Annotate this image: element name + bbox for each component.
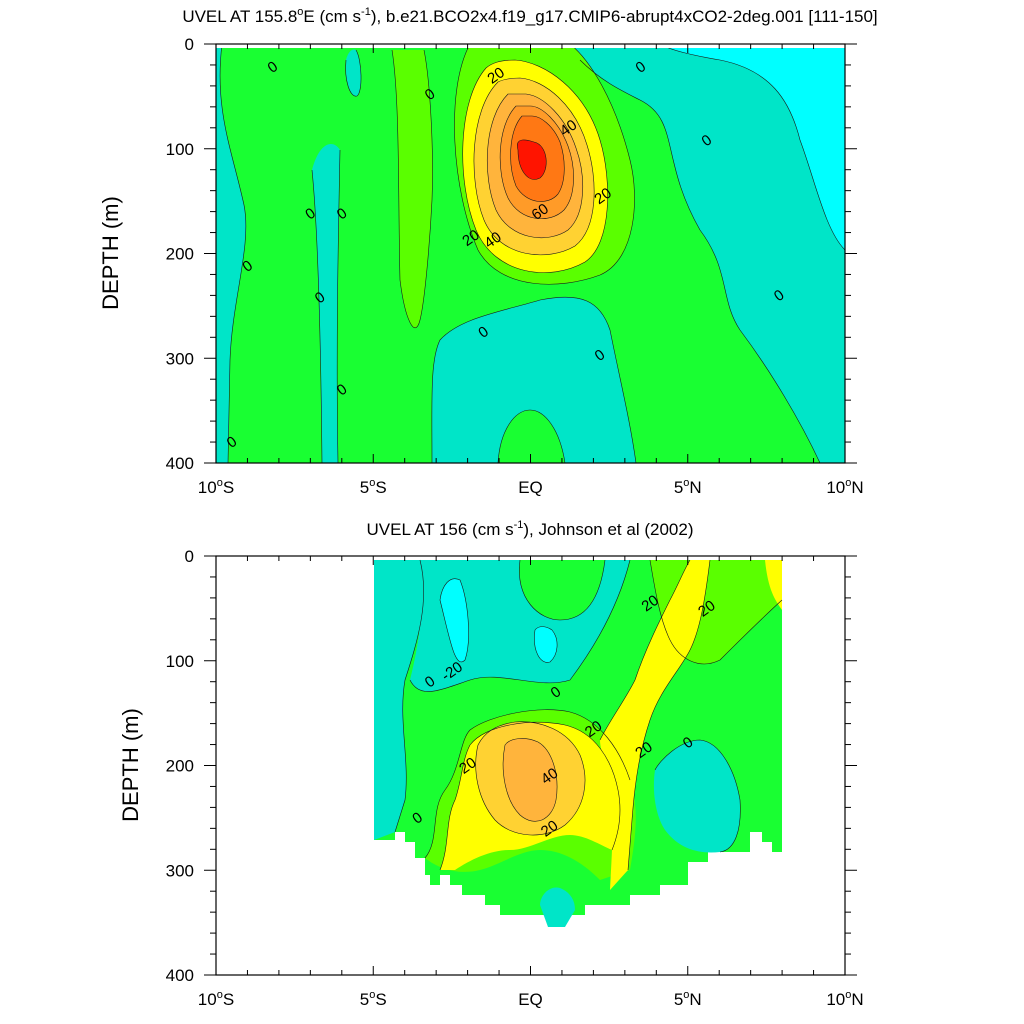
bottom-xtick-label-0: 10oS	[198, 989, 234, 1009]
top-xtick-label-1: 5oS	[360, 477, 387, 497]
bottom-ticks: 10oS 5oS EQ 5oN 10oN 0 100 200 300 400	[166, 547, 864, 1009]
top-ytick-label-1: 100	[166, 140, 194, 159]
top-xtick-label-3: 5oN	[674, 477, 702, 497]
top-fill-west-neg	[216, 44, 246, 463]
bottom-contour-field	[374, 559, 783, 927]
bottom-ytick-label-0: 0	[185, 547, 194, 566]
top-contour-label-13: 20	[484, 64, 507, 87]
top-ylabel: DEPTH (m)	[98, 196, 123, 310]
top-xtick-label-2: EQ	[518, 478, 543, 497]
top-xtick-label-0: 10oS	[198, 477, 234, 497]
top-ytick-label-0: 0	[185, 35, 194, 54]
top-ytick-label-4: 400	[166, 454, 194, 473]
bottom-contour-label-9: 40	[538, 765, 561, 788]
bottom-contour-label-5: 20	[582, 717, 605, 740]
top-contour-field	[216, 44, 845, 463]
bottom-ytick-label-2: 200	[166, 757, 194, 776]
bottom-fill-patches	[374, 560, 782, 927]
bottom-xtick-label-2: EQ	[518, 990, 543, 1009]
top-contour-label-17: 40	[481, 229, 504, 252]
bottom-xtick-label-1: 5oS	[360, 989, 387, 1009]
top-contour-label-15: 20	[591, 185, 614, 208]
top-fill-east-strong	[660, 44, 845, 250]
bottom-contour-label-0: 20	[639, 592, 662, 615]
top-contour-label-16: 60	[529, 200, 552, 223]
bottom-title: UVEL AT 156 (cm s-1), Johnson et al (200…	[367, 519, 694, 539]
bottom-contour-label-6: 20	[632, 738, 655, 761]
bottom-ylabel: DEPTH (m)	[118, 708, 143, 822]
top-title: UVEL AT 155.8oE (cm s-1), b.e21.BCO2x4.f…	[182, 6, 877, 26]
top-panel: UVEL AT 155.8oE (cm s-1), b.e21.BCO2x4.f…	[98, 6, 878, 497]
bottom-contour-label-1: 20	[695, 597, 718, 620]
top-fill-west-top	[345, 49, 362, 97]
bottom-xtick-label-4: 10oN	[826, 989, 863, 1009]
bottom-ytick-label-3: 300	[166, 861, 194, 880]
top-fill-deep-neg	[431, 297, 636, 463]
top-fill-mid-strip	[392, 50, 433, 328]
top-fill-70	[517, 139, 547, 180]
bottom-panel: UVEL AT 156 (cm s-1), Johnson et al (200…	[118, 519, 864, 1009]
top-ytick-label-3: 300	[166, 349, 194, 368]
top-fill-deep-pos	[498, 410, 565, 463]
top-contour-label-14: 40	[557, 116, 580, 139]
bottom-xtick-label-3: 5oN	[674, 989, 702, 1009]
top-contour-label-18: 20	[459, 226, 482, 249]
bottom-ytick-label-1: 100	[166, 652, 194, 671]
bottom-contour-lines	[394, 559, 783, 871]
top-fill-west-strip	[312, 144, 340, 463]
top-xtick-label-4: 10oN	[826, 477, 863, 497]
top-fill-east-neg	[570, 44, 845, 463]
top-ticks: 10oS 5oS EQ 5oN 10oN 0 100 200 300 400	[166, 35, 864, 497]
bottom-ytick-label-4: 400	[166, 966, 194, 985]
top-ytick-label-2: 200	[166, 245, 194, 264]
bottom-contour-label-10: 20	[538, 817, 561, 840]
bottom-contour-label-8: 20	[456, 754, 479, 777]
top-contour-lines	[219, 44, 845, 463]
